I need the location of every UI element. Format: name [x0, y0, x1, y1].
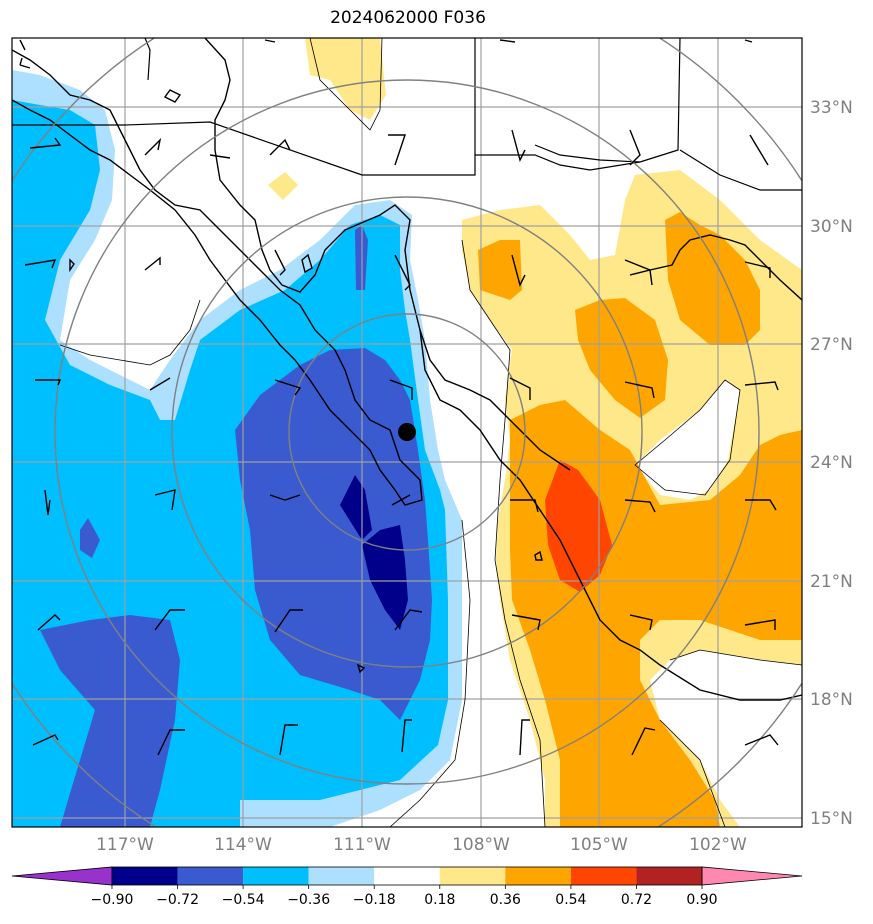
lat-label-24: 24°N — [810, 453, 853, 473]
contour-fill-yellow-small — [268, 172, 298, 200]
lat-label-33: 33°N — [810, 98, 853, 118]
range-rings — [12, 38, 802, 827]
lat-label-30: 30°N — [810, 217, 853, 237]
colorbar-tick-label: 0.72 — [621, 892, 652, 908]
contour-fill-yellow-north — [305, 38, 386, 120]
lon-label-114: 114°W — [214, 835, 272, 855]
contour-fill-dark-blue-a — [340, 475, 372, 540]
colorbar-tick-label: −0.36 — [287, 892, 330, 908]
contour-fill-medium-blue — [235, 348, 432, 720]
contour-fill-dark-blue-b — [362, 525, 408, 630]
contour-fill-red-orange — [545, 460, 612, 592]
contour-fill-orange-c — [665, 212, 760, 345]
lat-label-18: 18°N — [810, 690, 853, 710]
lon-label-102: 102°W — [689, 835, 747, 855]
colorbar-tick-label: −0.90 — [91, 892, 134, 908]
colorbar-extend-low — [11, 866, 113, 886]
lon-label-108: 108°W — [452, 835, 510, 855]
lat-label-27: 27°N — [810, 335, 853, 355]
lon-label-117: 117°W — [96, 835, 154, 855]
colorbar-tick-label: 0.36 — [490, 892, 521, 908]
colorbar-tick-label: −0.72 — [156, 892, 199, 908]
colorbar-extend-high — [701, 866, 803, 886]
colorbar-segment — [636, 867, 702, 885]
colorbar-tick-label: 0.18 — [424, 892, 455, 908]
contour-fill-white-hole — [635, 380, 740, 500]
colorbar-segment — [177, 867, 244, 885]
colorbar-tick-label: 0.90 — [686, 892, 717, 908]
latitude-labels: 33°N 30°N 27°N 24°N 21°N 18°N 15°N — [810, 98, 853, 829]
colorbar-segment — [570, 867, 637, 885]
contour-lines — [59, 38, 802, 827]
map-panel — [12, 38, 802, 827]
colorbar-segment — [112, 867, 178, 885]
radar-site-marker — [398, 423, 416, 441]
lat-label-15: 15°N — [810, 809, 853, 829]
lon-label-111: 111°W — [333, 835, 391, 855]
longitude-labels: 117°W 114°W 111°W 108°W 105°W 102°W — [96, 835, 747, 855]
colorbar-outline — [111, 866, 703, 886]
colorbar-segment — [243, 867, 309, 885]
colorbar-segment — [505, 867, 571, 885]
colorbar-tick-label: −0.18 — [353, 892, 396, 908]
lon-label-105: 105°W — [570, 835, 628, 855]
colorbar-tick-label: 0.54 — [555, 892, 586, 908]
lat-lon-grid — [12, 38, 802, 827]
map-title: 2024062000 F036 — [330, 8, 486, 28]
colorbar: −0.90 −0.72 −0.54 −0.36 −0.18 0.18 0.36 0.54 0.7… — [11, 866, 803, 908]
contour-fill-orange-a — [478, 240, 522, 300]
colorbar-tick-label: −0.54 — [222, 892, 265, 908]
contour-fill-medium-blue-w — [80, 518, 100, 558]
colorbar-segment — [308, 867, 375, 885]
coastlines — [12, 38, 802, 701]
colorbar-segment — [374, 867, 440, 885]
wind-barbs — [19, 39, 779, 756]
borders — [12, 38, 802, 191]
lat-label-21: 21°N — [810, 572, 853, 592]
contour-fill-orange-b — [575, 298, 668, 418]
colorbar-segment — [439, 867, 506, 885]
map-frame — [11, 37, 803, 828]
